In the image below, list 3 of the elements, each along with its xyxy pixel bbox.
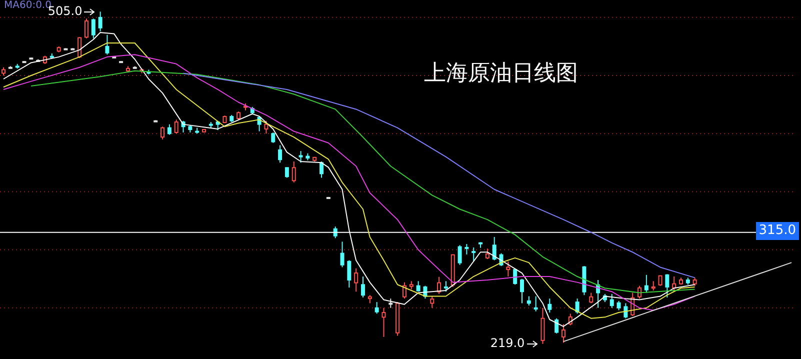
annotation: 219.0 bbox=[489, 336, 525, 350]
ref-line-label: 315.0 bbox=[756, 222, 799, 240]
text: 上海原油日线图 bbox=[424, 60, 578, 88]
